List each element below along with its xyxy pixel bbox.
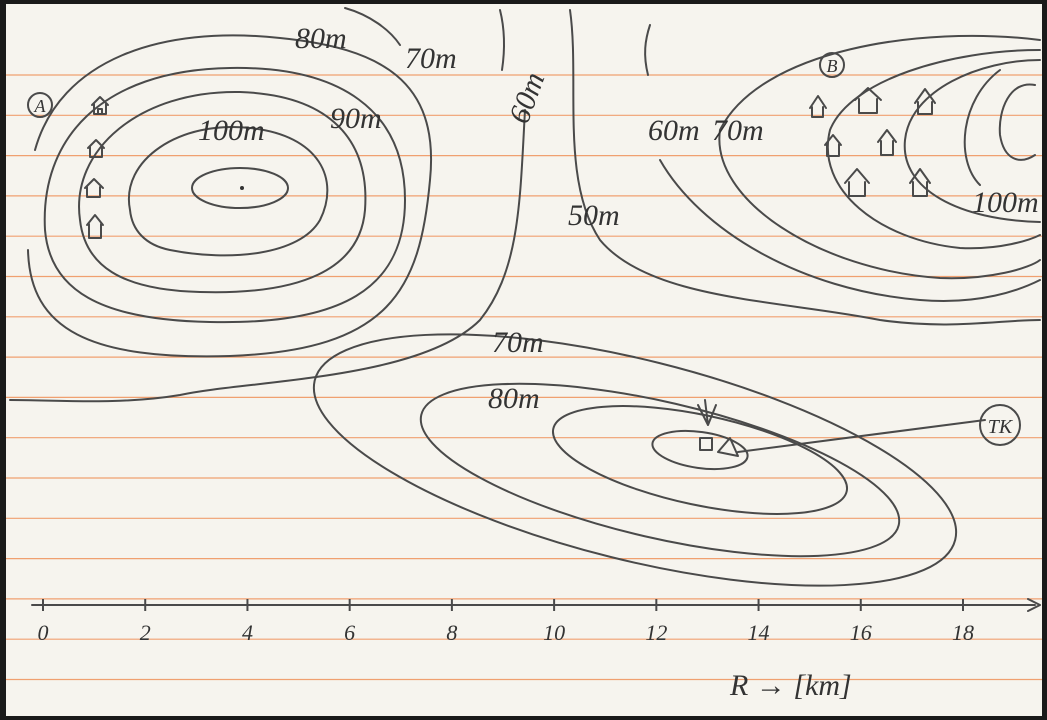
contour-label: 70m [712, 114, 764, 147]
marker-circle [979, 404, 1021, 446]
contour-label: 90m [330, 102, 382, 135]
house [824, 134, 842, 157]
axis-tick-label: 10 [543, 620, 565, 645]
contour-label: 80m [295, 22, 347, 55]
contour [191, 167, 289, 209]
house [91, 96, 109, 115]
house [914, 88, 936, 115]
contour [569, 9, 1041, 326]
marker-label: A [34, 96, 47, 116]
house [86, 214, 104, 239]
axis-tick-label: 18 [952, 620, 974, 645]
summit [240, 186, 244, 190]
contour [43, 66, 406, 324]
contour [903, 59, 1041, 223]
contour [312, 333, 958, 587]
axis-line [31, 598, 1041, 612]
contour-label: 70m [492, 326, 544, 359]
valley-contours [9, 7, 1041, 403]
axis-tick-label: 12 [645, 620, 667, 645]
house [87, 139, 105, 158]
contour [651, 429, 749, 471]
house [809, 95, 827, 118]
axis-tick-label: 6 [344, 620, 355, 645]
house [84, 178, 104, 198]
contour-label: 100m [972, 186, 1039, 219]
marker-label: TK [988, 416, 1014, 438]
contour [827, 49, 1041, 250]
contour-label: 60m [648, 114, 700, 147]
contour [998, 83, 1036, 161]
transmitter [697, 399, 986, 457]
antenna [697, 399, 986, 457]
contour [27, 34, 433, 358]
axis-tick-label: 4 [242, 620, 253, 645]
marker-circle [27, 92, 53, 118]
contour [9, 109, 526, 403]
contour [419, 382, 901, 558]
contour [718, 34, 1041, 280]
contour [127, 126, 329, 257]
houses [84, 87, 936, 239]
contour [78, 90, 367, 294]
axis-tick-label: 0 [38, 620, 49, 645]
ruled-lines [6, 74, 1042, 681]
contour-label: 50m [568, 199, 620, 232]
hill-b-contours [659, 34, 1041, 302]
house [877, 129, 897, 156]
marker-circle [819, 52, 845, 78]
house [854, 87, 882, 114]
house [909, 168, 931, 197]
axis-tick-label: 8 [446, 620, 457, 645]
hill-a-contours [27, 34, 433, 358]
house [844, 168, 870, 197]
contour [344, 7, 401, 46]
contour-label: 100m [198, 114, 265, 147]
contour [499, 9, 506, 71]
contour [963, 69, 1001, 186]
contour [644, 24, 651, 76]
marker-label: B [827, 56, 838, 76]
distance-axis: 0 2 4 6 8 10 12 14 16 18 [31, 598, 1041, 645]
axis-tick-label: 16 [850, 620, 872, 645]
axis-tick-label: 14 [748, 620, 770, 645]
hill-tk-contours [312, 333, 958, 587]
axis-tick-label: 2 [140, 620, 151, 645]
contour [551, 405, 849, 515]
contour-label: 80m [488, 382, 540, 415]
axis-label: R → [km] [729, 669, 852, 702]
contour [659, 159, 1041, 302]
contour-label: 70m [405, 42, 457, 75]
